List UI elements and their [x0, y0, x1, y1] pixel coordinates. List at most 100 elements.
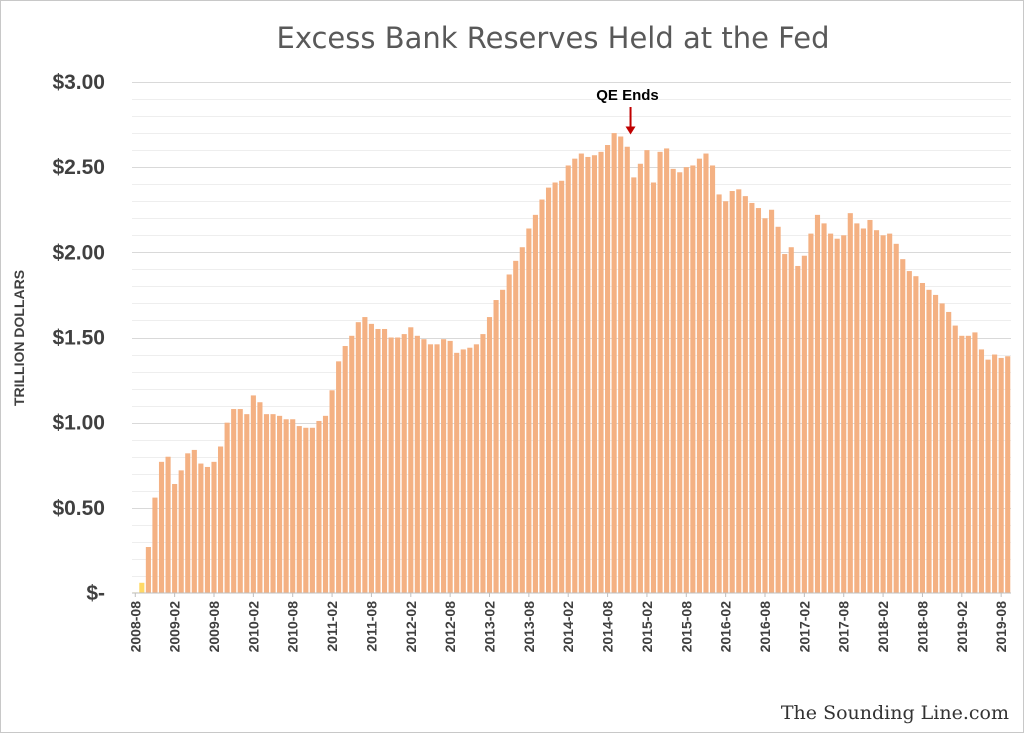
x-tick-label: 2015-02 — [639, 601, 655, 653]
bar — [408, 327, 414, 593]
bar — [900, 259, 906, 593]
bar — [145, 547, 151, 593]
bar — [657, 151, 663, 593]
bar — [316, 420, 322, 593]
bar — [952, 325, 958, 593]
bar — [598, 151, 604, 593]
bar — [618, 136, 624, 593]
y-tick-label: $2.50 — [52, 156, 105, 179]
bar — [322, 415, 329, 593]
bar — [355, 322, 361, 593]
bar — [172, 483, 178, 593]
bar — [637, 163, 643, 593]
bar — [513, 260, 519, 593]
bar — [919, 282, 926, 593]
bar — [926, 289, 932, 593]
y-axis-label: TRILLION DOLLARS — [11, 270, 27, 406]
y-tick-label: $0.50 — [52, 497, 105, 520]
bar — [985, 359, 991, 593]
bar — [992, 354, 998, 593]
bar — [624, 146, 630, 594]
bar — [500, 289, 506, 593]
bar — [782, 254, 788, 594]
bar — [972, 332, 978, 593]
bar — [158, 461, 165, 593]
bar — [670, 168, 676, 593]
bar — [631, 177, 637, 593]
bar — [309, 427, 315, 593]
bar — [769, 209, 775, 593]
bar — [362, 317, 368, 593]
bar — [191, 449, 197, 593]
annotation-arrow-head — [625, 126, 636, 135]
x-tick-label: 2015-08 — [678, 601, 694, 653]
bar — [906, 271, 912, 593]
bar — [395, 337, 401, 593]
bar — [873, 230, 880, 593]
bar — [775, 226, 781, 593]
annotation-label: QE Ends — [596, 87, 659, 104]
x-tick-label: 2009-02 — [167, 601, 183, 653]
bar — [296, 426, 302, 593]
bar — [860, 228, 866, 594]
bar — [788, 247, 794, 593]
y-tick-label: $1.50 — [52, 327, 105, 350]
source-credit: The Sounding Line.com — [781, 702, 1009, 724]
bar — [441, 339, 447, 593]
bar — [336, 361, 342, 593]
bar — [368, 323, 374, 593]
bar — [998, 357, 1004, 593]
bar — [460, 349, 466, 593]
x-tick-label: 2018-02 — [875, 601, 891, 653]
bar — [1005, 356, 1011, 593]
bar — [736, 189, 742, 593]
bar — [349, 335, 355, 593]
bar — [749, 202, 755, 593]
bar — [867, 219, 873, 593]
x-tick-label: 2010-08 — [285, 601, 301, 653]
bar — [480, 334, 486, 593]
y-axis-ticks: $- $0.50 $1.00 $1.50 $2.00 $2.50 $3.00 — [52, 71, 105, 605]
bar — [218, 446, 224, 593]
bars — [132, 133, 1011, 594]
bar — [696, 158, 702, 593]
bar — [139, 582, 145, 593]
bar — [519, 247, 525, 593]
bar — [342, 346, 348, 593]
x-tick-label: 2013-08 — [521, 601, 537, 653]
bar — [854, 223, 860, 593]
bar — [506, 274, 512, 593]
bar — [198, 463, 204, 593]
bar — [414, 335, 420, 593]
x-tick-label: 2011-02 — [324, 601, 340, 652]
bar — [933, 294, 939, 593]
bar — [814, 214, 821, 594]
x-tick-label: 2018-08 — [914, 601, 930, 653]
bar — [723, 201, 729, 594]
bar — [381, 328, 388, 593]
bar — [605, 145, 611, 593]
x-tick-label: 2012-08 — [442, 601, 458, 653]
bar — [841, 235, 847, 594]
bar — [690, 165, 696, 593]
bar — [552, 182, 558, 593]
bar — [493, 300, 499, 593]
bar — [263, 414, 270, 593]
bar — [421, 339, 427, 593]
bar — [486, 317, 493, 593]
bar — [257, 402, 263, 593]
bar — [565, 165, 571, 593]
bar — [427, 344, 434, 593]
bar — [152, 497, 158, 593]
bar — [237, 409, 243, 593]
bar — [808, 233, 814, 593]
y-tick-label: $- — [86, 582, 105, 605]
bar — [913, 276, 919, 593]
bar — [204, 466, 210, 593]
bar — [211, 461, 217, 593]
bar — [165, 456, 171, 593]
bar — [559, 180, 565, 594]
bar — [847, 213, 853, 593]
